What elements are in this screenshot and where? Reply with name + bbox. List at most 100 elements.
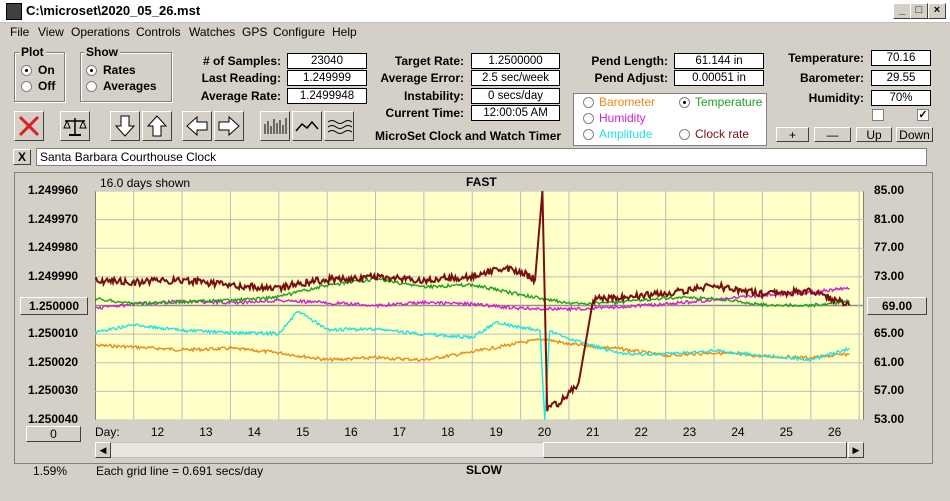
fast-label: FAST [466, 175, 497, 189]
y-right-tick: 53.00 [874, 412, 905, 426]
offset-button[interactable]: 0 [26, 426, 81, 442]
instability-label: Instability: [403, 89, 464, 103]
show-averages-radio[interactable] [86, 81, 97, 92]
menu-gps[interactable]: GPS [242, 25, 268, 39]
x-tick-day: 19 [489, 425, 503, 439]
arrow-down-icon [114, 115, 136, 137]
maximize-button[interactable]: □ [910, 3, 928, 19]
y-right-tick: 61.00 [874, 354, 905, 369]
x-tick-day: 21 [586, 425, 600, 439]
x-tick-day: 14 [247, 425, 261, 439]
minus-button[interactable]: — [814, 127, 851, 142]
down-button[interactable]: Down [896, 127, 933, 142]
checkbox-left[interactable] [872, 109, 884, 121]
watch-name-input[interactable]: Santa Barbara Courthouse Clock [36, 148, 927, 166]
plot-on-radio[interactable] [21, 65, 32, 76]
barometer-radio[interactable] [583, 97, 594, 108]
plot-group [14, 52, 65, 102]
scroll-left-button[interactable]: ◀ [95, 442, 111, 458]
temperature-option: Temperature [695, 95, 763, 109]
percent-label: 1.59% [33, 464, 68, 478]
plot-off-label: Off [38, 79, 56, 93]
arrow-down-button[interactable] [110, 111, 140, 141]
y-left-tick: 1.249990 [28, 268, 79, 283]
plot-off-radio[interactable] [21, 81, 32, 92]
show-group-label: Show [84, 45, 120, 59]
barometer-field: 29.55 [871, 70, 931, 86]
pend-length-field[interactable]: 61.144 in [674, 53, 764, 69]
x-tick-day: 13 [199, 425, 213, 439]
pend-adjust-label: Pend Adjust: [594, 71, 668, 85]
menu-configure[interactable]: Configure [273, 25, 326, 39]
average-rate-field: 1.2499948 [287, 88, 367, 104]
menu-view[interactable]: View [38, 25, 64, 39]
y-left-tick: 1.250030 [28, 383, 79, 398]
y-right-tick: 57.00 [874, 383, 905, 398]
temperature-field: 70.16 [871, 50, 931, 66]
pend-adjust-field[interactable]: 0.00051 in [674, 70, 764, 86]
line-graph-button[interactable] [292, 111, 322, 141]
instability-field: 0 secs/day [471, 88, 560, 104]
grid-note: Each grid line = 0.691 secs/day [96, 464, 264, 478]
menu-controls[interactable]: Controls [136, 25, 181, 39]
minimize-button[interactable]: _ [893, 3, 911, 19]
x-tick-day: 22 [634, 425, 648, 439]
arrow-right-button[interactable] [214, 111, 244, 141]
clock-rate-radio[interactable] [679, 129, 690, 140]
series-humidity [95, 286, 850, 313]
scroll-right-button[interactable]: ▶ [848, 442, 864, 458]
x-tick-day: 20 [537, 425, 552, 439]
wave-graph-button[interactable] [324, 111, 354, 141]
y-left-tick: 1.250020 [28, 354, 79, 369]
menu-operations[interactable]: Operations [71, 25, 130, 39]
show-group [80, 52, 172, 102]
clear-watch-button[interactable]: X [13, 149, 31, 165]
x-tick-day: 16 [344, 425, 358, 439]
y-left-tick: 1.249980 [28, 240, 79, 255]
last-reading-label: Last Reading: [201, 71, 281, 85]
menu-file[interactable]: File [10, 25, 30, 39]
window-title: C:\microset\2020_05_26.mst [26, 3, 201, 18]
temperature-label: Temperature: [788, 51, 864, 65]
balance-button[interactable] [60, 111, 90, 141]
amplitude-radio[interactable] [583, 129, 594, 140]
show-rates-radio[interactable] [86, 65, 97, 76]
close-window-button[interactable]: × [928, 3, 946, 19]
barometer-label: Barometer: [799, 71, 864, 85]
bar-graph-button[interactable] [260, 111, 290, 141]
series-amplitude [95, 310, 850, 420]
target-rate-field[interactable]: 1.2500000 [471, 53, 560, 69]
app-icon [6, 3, 22, 20]
menu-watches[interactable]: Watches [189, 25, 236, 39]
plot-group-label: Plot [19, 45, 46, 59]
menu-bar: File View Operations Controls Watches GP… [0, 22, 950, 42]
plus-button[interactable]: + [776, 127, 809, 142]
app-name-label: MicroSet Clock and Watch Timer [375, 129, 562, 143]
x-tick-day: 23 [682, 425, 697, 439]
temperature-radio[interactable] [679, 97, 690, 108]
checkbox-right[interactable]: ✓ [917, 109, 929, 121]
humidity-radio[interactable] [583, 113, 594, 124]
show-averages-label: Averages [103, 79, 157, 93]
stop-button[interactable] [14, 111, 44, 141]
rate-chart [95, 191, 864, 420]
x-tick-day: 12 [150, 425, 165, 439]
menu-help[interactable]: Help [332, 25, 357, 39]
x-tick-day: 17 [392, 425, 407, 439]
barometer-option: Barometer [599, 95, 656, 109]
last-reading-field: 1.249999 [287, 70, 367, 86]
center-rate-button[interactable]: 1.250000 [20, 297, 88, 315]
center-sensor-button[interactable]: 69.00 [867, 297, 927, 315]
arrow-right-icon [218, 115, 240, 137]
up-button[interactable]: Up [856, 127, 892, 142]
slow-label: SLOW [466, 463, 502, 477]
scale-icon [63, 118, 87, 136]
line-graph-icon [295, 120, 319, 132]
scroll-thumb[interactable] [543, 442, 847, 458]
arrow-up-button[interactable] [142, 111, 172, 141]
clock-rate-option: Clock rate [695, 127, 750, 141]
x-tick-day: 25 [779, 425, 793, 439]
arrow-left-button[interactable] [182, 111, 212, 141]
series-barometer [95, 338, 850, 363]
series-clock-rate [95, 191, 851, 412]
